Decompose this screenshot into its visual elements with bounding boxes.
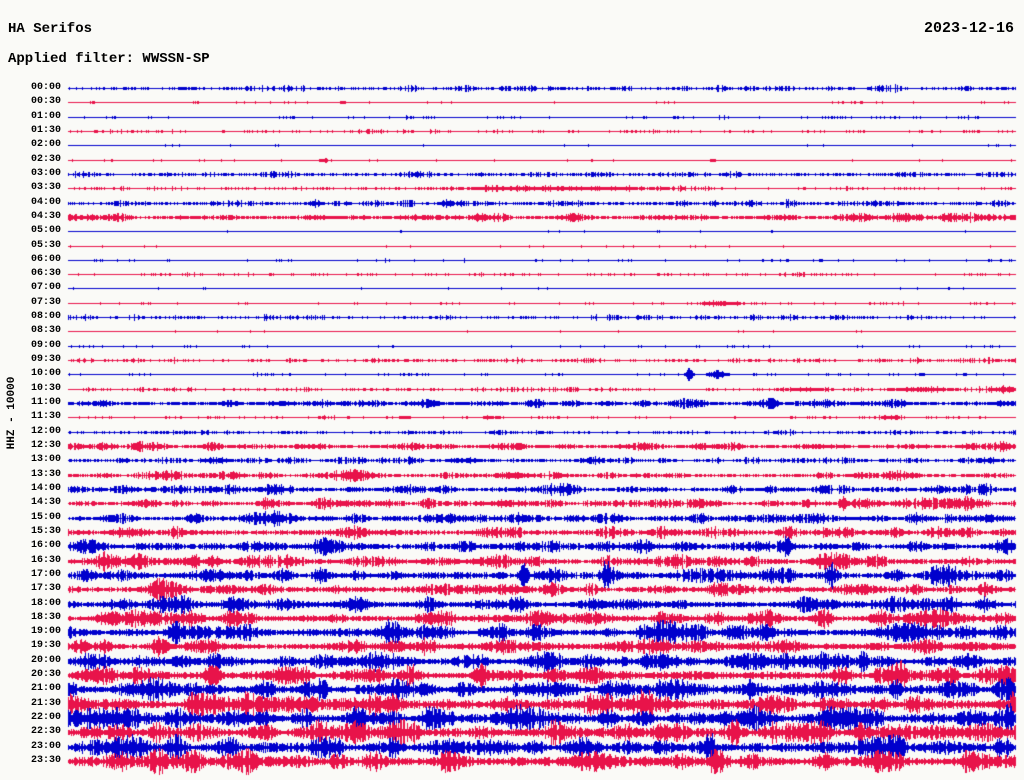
time-label: 22:00 [30,712,61,723]
time-label: 18:30 [30,612,61,623]
time-label: 06:00 [30,254,61,265]
time-label: 04:00 [30,197,61,208]
time-label: 12:00 [30,426,61,437]
time-label: 06:30 [30,268,61,279]
time-label: 16:30 [30,555,61,566]
filter-label: Applied filter: WWSSN-SP [8,51,210,67]
time-label: 19:30 [30,640,61,651]
time-label: 21:30 [30,698,61,709]
time-label: 19:00 [30,626,61,637]
time-label: 23:30 [30,755,61,766]
time-label: 05:00 [30,225,61,236]
time-label: 14:00 [30,483,61,494]
time-label: 15:30 [30,526,61,537]
time-label: 04:30 [30,211,61,222]
time-label: 02:00 [30,139,61,150]
time-label: 20:00 [30,655,61,666]
time-label: 14:30 [30,497,61,508]
time-label: 02:30 [30,154,61,165]
date-label: 2023-12-16 [923,20,1014,37]
time-label: 23:00 [30,741,61,752]
time-label: 01:00 [30,111,61,122]
time-label: 11:30 [30,411,61,422]
time-label: 21:00 [30,683,61,694]
time-label: 10:00 [30,368,61,379]
time-label: 05:30 [30,240,61,251]
time-label: 07:30 [30,297,61,308]
time-label: 22:30 [30,726,61,737]
station-title: HA Serifos [8,21,93,37]
time-label: 00:30 [30,96,61,107]
time-label: 01:30 [30,125,61,136]
time-label: 15:00 [30,512,61,523]
time-label: 13:00 [30,454,61,465]
time-label: 12:30 [30,440,61,451]
time-label: 09:30 [30,354,61,365]
time-label: 11:00 [30,397,61,408]
time-label: 03:30 [30,182,61,193]
time-label: 08:00 [30,311,61,322]
time-label: 13:30 [30,469,61,480]
time-label: 08:30 [30,325,61,336]
time-label: 17:00 [30,569,61,580]
time-label: 09:00 [30,340,61,351]
time-label: 00:00 [30,82,61,93]
time-label: 10:30 [30,383,61,394]
time-label: 18:00 [30,598,61,609]
time-axis-labels: 00:00 00:30 01:00 01:30 02:00 02:30 03:00 03:30… [0,0,61,780]
time-label: 07:00 [30,282,61,293]
time-label: 20:30 [30,669,61,680]
time-label: 16:00 [30,540,61,551]
time-label: 03:00 [30,168,61,179]
time-label: 17:30 [30,583,61,594]
